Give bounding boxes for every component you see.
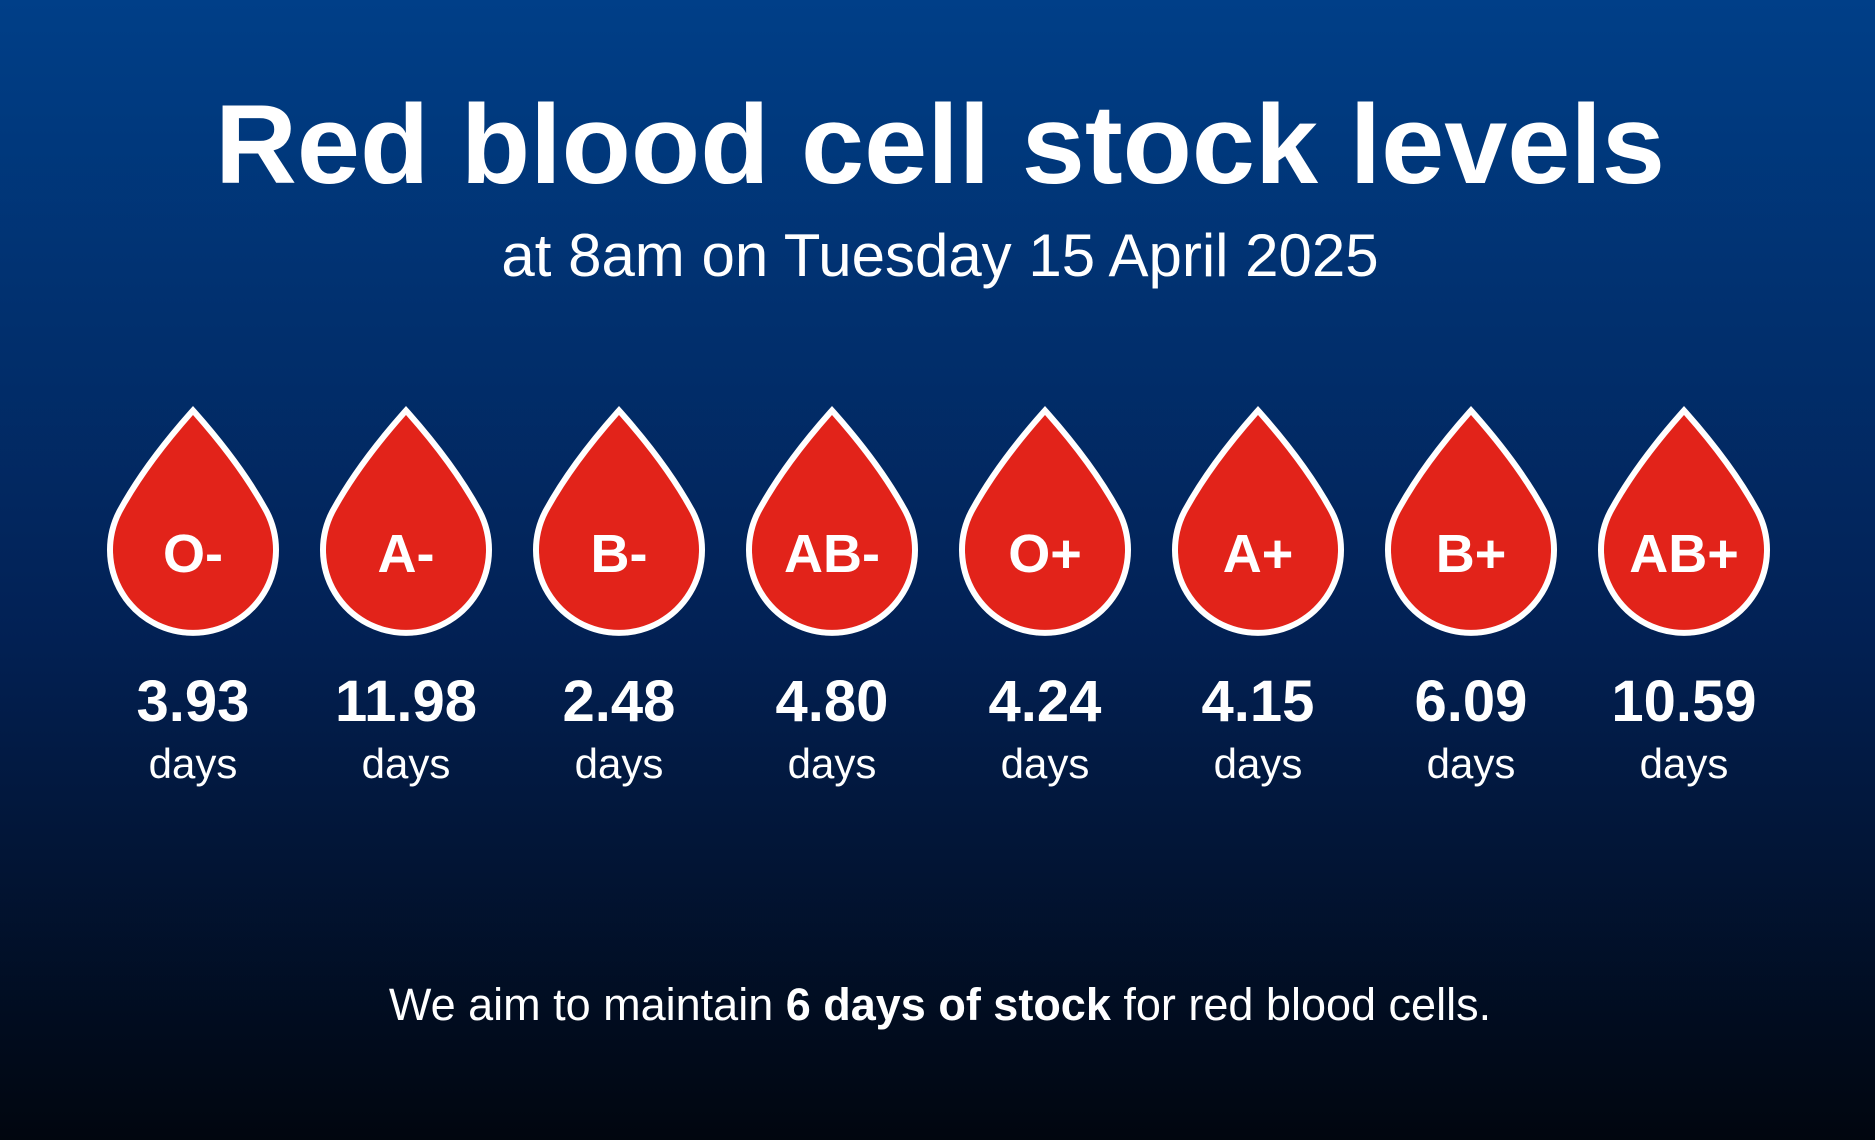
blood-drop xyxy=(746,405,918,636)
footer-bold: 6 days of stock xyxy=(786,979,1112,1030)
blood-type: A- xyxy=(378,524,435,584)
blood-drop xyxy=(107,405,279,636)
blood-type: O- xyxy=(163,524,223,584)
subtitle: at 8am on Tuesday 15 April 2025 xyxy=(501,222,1378,289)
stock-days: 10.59 xyxy=(1611,669,1756,734)
blood-drop xyxy=(1385,405,1557,636)
unit: days xyxy=(149,740,238,787)
stock-days: 11.98 xyxy=(335,669,477,734)
blood-type: O+ xyxy=(1008,524,1082,584)
unit: days xyxy=(1001,740,1090,787)
blood-type: B+ xyxy=(1436,524,1507,584)
stock-days: 4.15 xyxy=(1202,669,1315,734)
blood-type: A+ xyxy=(1223,524,1294,584)
drops: O- 3.93 days A- 11.98 days B- 2.48 days AB- 4.80 da… xyxy=(107,405,1770,787)
stock-days: 4.80 xyxy=(776,669,889,734)
blood-type: AB- xyxy=(784,524,880,584)
blood-drop xyxy=(320,405,492,636)
footer-text: We aim to maintain xyxy=(389,979,786,1030)
title: Red blood cell stock levels xyxy=(215,82,1665,207)
blood-drop xyxy=(1598,405,1770,636)
blood-drop xyxy=(1172,405,1344,636)
unit: days xyxy=(1640,740,1729,787)
stock-days: 4.24 xyxy=(989,669,1102,734)
footer: We aim to maintain 6 days of stock for r… xyxy=(389,979,1491,1030)
unit: days xyxy=(1214,740,1303,787)
unit: days xyxy=(1427,740,1516,787)
unit: days xyxy=(362,740,451,787)
stock-days: 2.48 xyxy=(563,669,676,734)
blood-type: AB+ xyxy=(1629,524,1739,584)
stock-days: 3.93 xyxy=(137,669,250,734)
stock-days: 6.09 xyxy=(1415,669,1528,734)
blood-drop xyxy=(533,405,705,636)
unit: days xyxy=(788,740,877,787)
blood-type: B- xyxy=(591,524,648,584)
footer-text: for red blood cells. xyxy=(1111,979,1491,1030)
unit: days xyxy=(575,740,664,787)
blood-drop xyxy=(959,405,1131,636)
